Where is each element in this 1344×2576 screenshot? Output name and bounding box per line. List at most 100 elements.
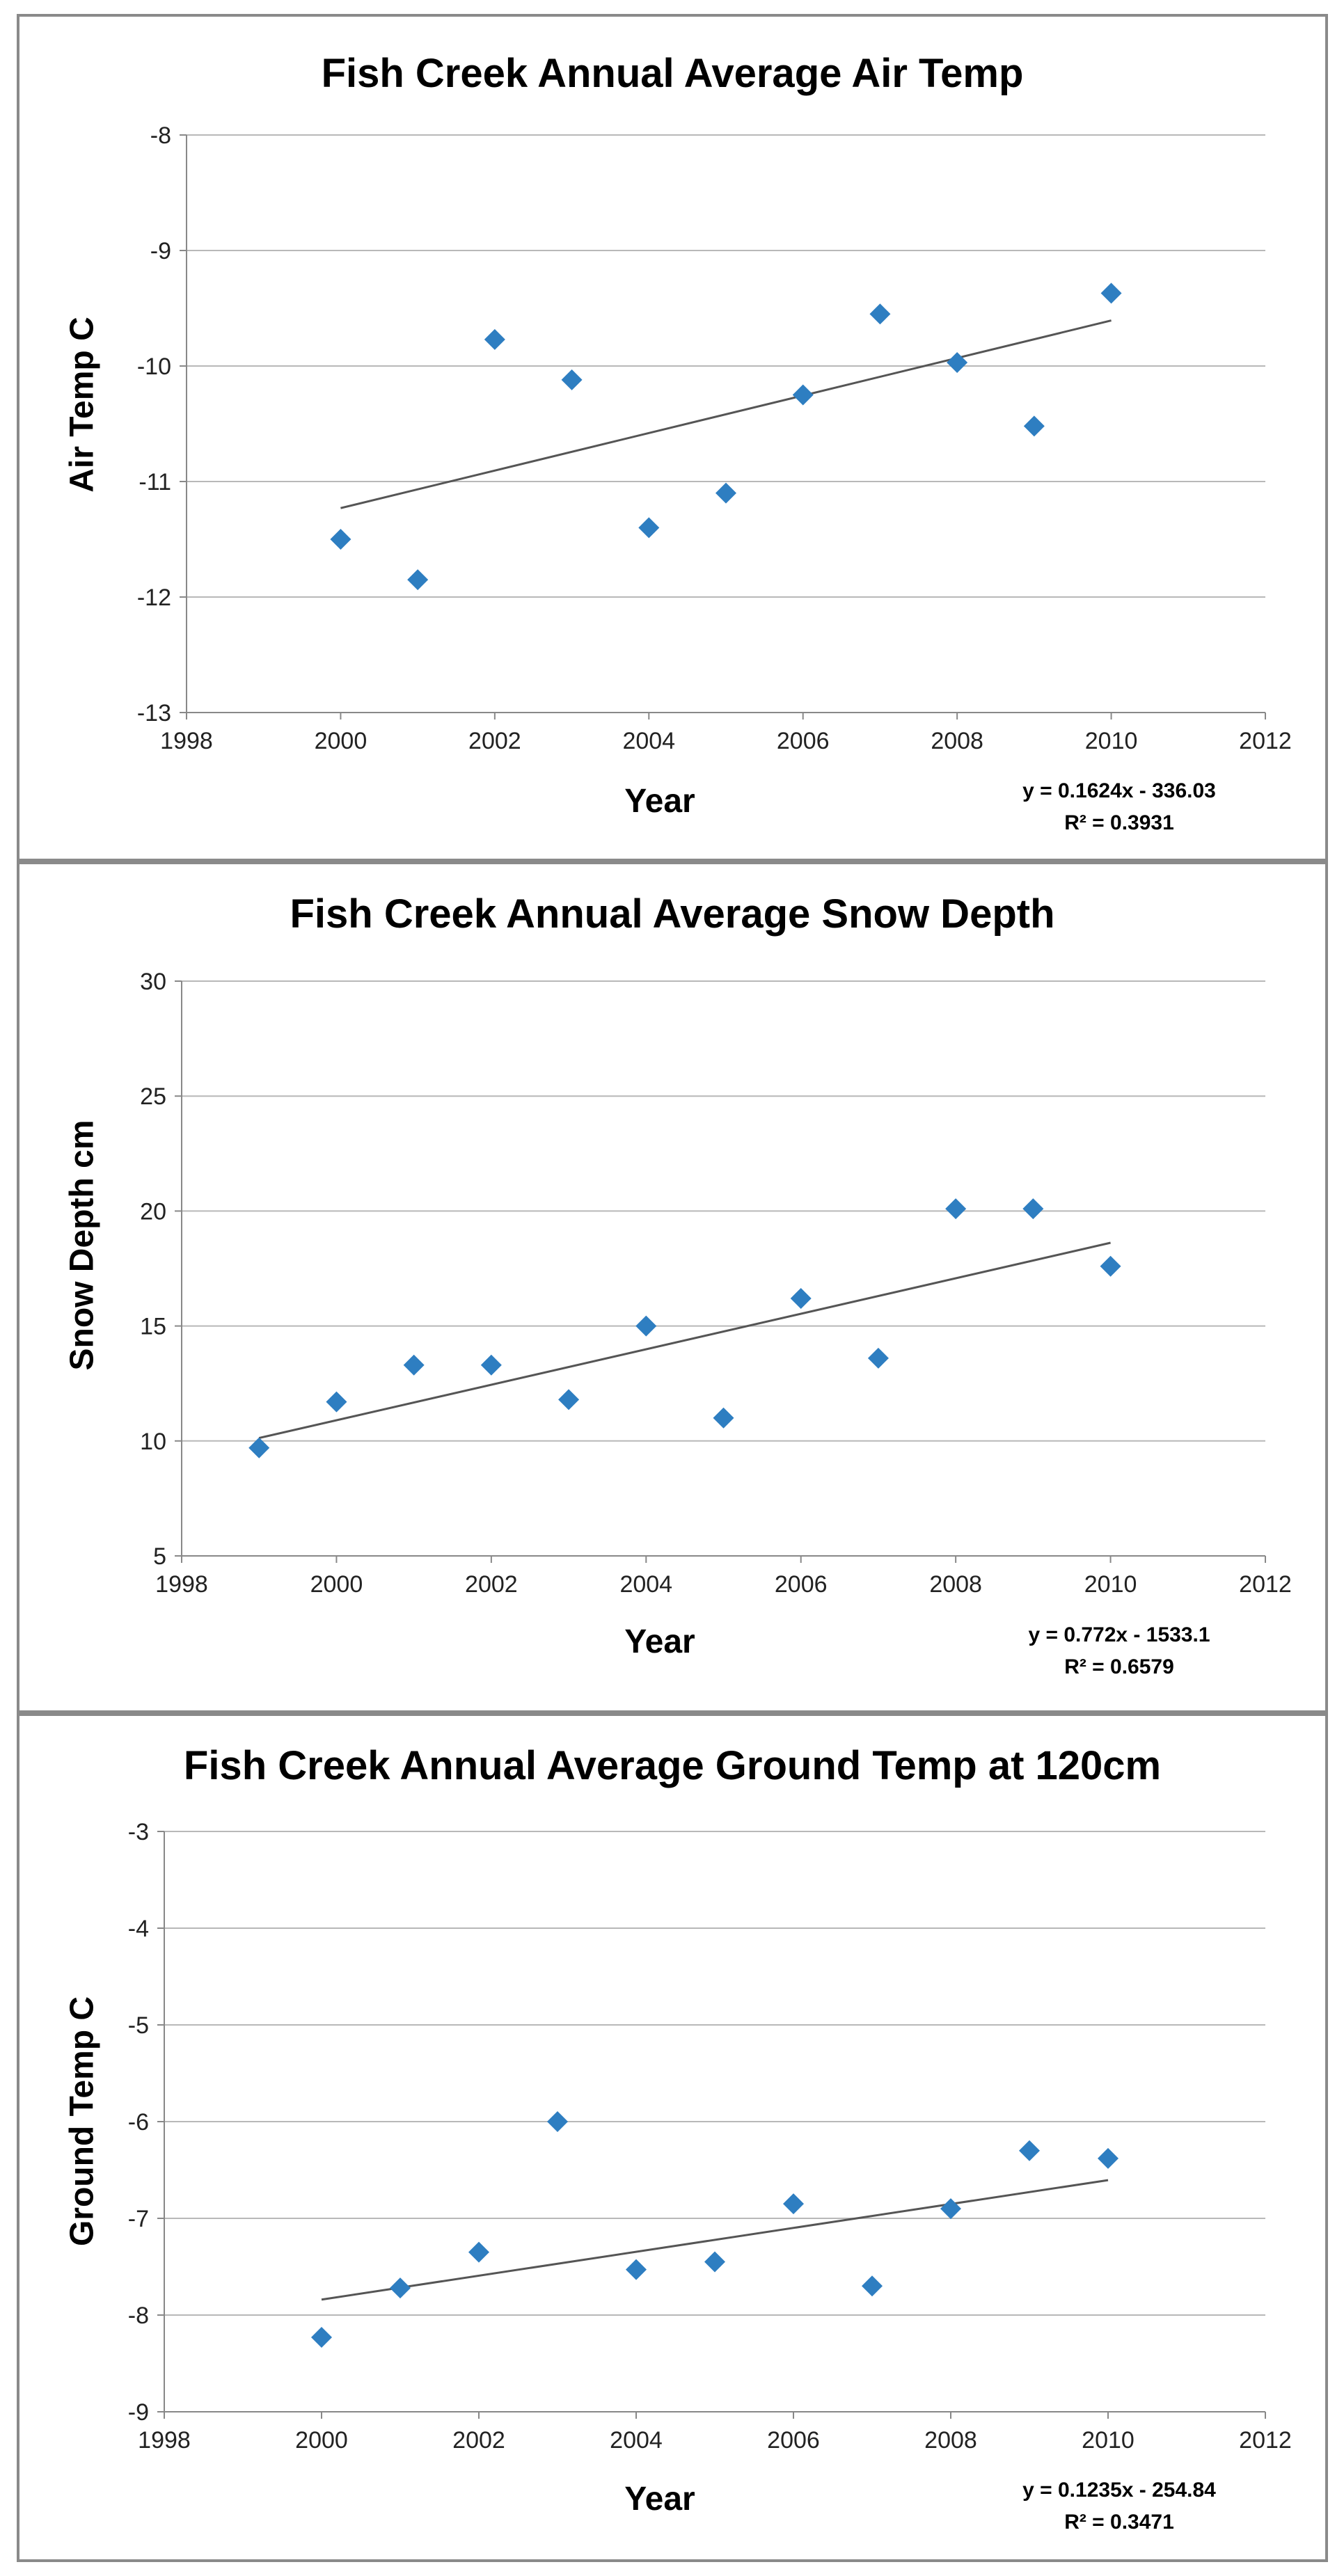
data-point [390, 2277, 411, 2299]
trendline [340, 319, 1112, 509]
y-tick-label: -13 [137, 700, 171, 726]
x-tick-label: 2006 [767, 2427, 820, 2454]
data-point [407, 569, 429, 591]
y-tick-label: 25 [140, 1083, 166, 1110]
data-point [716, 482, 736, 504]
y-tick-label: 20 [140, 1198, 166, 1225]
data-point [403, 1354, 425, 1376]
y-axis-label: Ground Temp C [63, 1996, 101, 2247]
x-tick-label: 2004 [610, 2427, 663, 2454]
trendline-equation-box: y = 0.772x - 1533.1 R² = 0.6579 [980, 1619, 1258, 1683]
air-temp-plot: -13 -12 -11 -10 -9 -8 1998 2000 2002 2004 2006 2008… [137, 122, 1292, 754]
data-point [330, 529, 351, 550]
x-tick-label: 2006 [777, 728, 830, 754]
snow-depth-plot: 5 10 15 20 25 30 1998 2000 2002 2004 2006 2008 2010 2… [140, 969, 1292, 1598]
x-tick-label: 2008 [924, 2427, 977, 2454]
y-tick-label: 5 [153, 1543, 166, 1570]
data-point [547, 2111, 568, 2132]
y-tick-label: -8 [128, 2303, 149, 2329]
data-point [862, 2275, 883, 2297]
y-tick-label: -12 [137, 585, 171, 611]
data-point [635, 1315, 657, 1337]
x-tick-label: 2000 [310, 1571, 363, 1598]
trendline-equation-box: y = 0.1624x - 336.03 R² = 0.3931 [980, 775, 1258, 839]
x-tick-label: 2012 [1239, 728, 1292, 754]
trendline-equation: y = 0.1624x - 336.03 [1022, 779, 1216, 802]
data-point [947, 352, 968, 374]
x-tick-label: 2000 [315, 728, 367, 754]
x-tick-label: 2002 [452, 2427, 505, 2454]
x-tick-label: 2002 [468, 728, 521, 754]
data-point [713, 1407, 734, 1429]
x-tick-label: 2010 [1082, 2427, 1135, 2454]
x-axis-label: Year [624, 2481, 695, 2518]
data-point [945, 1198, 967, 1220]
x-tick-label: 2000 [295, 2427, 348, 2454]
data-point [626, 2259, 647, 2280]
trendline-equation: y = 0.1235x - 254.84 [1022, 2479, 1216, 2502]
x-tick-label: 2012 [1239, 2427, 1292, 2454]
x-tick-label: 1998 [155, 1571, 208, 1598]
snow-depth-chart-panel: Fish Creek Annual Average Snow Depth 5 10… [17, 861, 1328, 1713]
x-tick-label: 1998 [160, 728, 213, 754]
y-axis-label: Air Temp C [63, 317, 101, 493]
data-point [1019, 2140, 1040, 2161]
data-point [1098, 2147, 1118, 2169]
r-squared: R² = 0.3931 [1064, 811, 1174, 834]
y-tick-label: 10 [140, 1429, 166, 1455]
y-tick-label: 30 [140, 969, 166, 995]
data-point [1100, 283, 1122, 304]
trendline-equation-box: y = 0.1235x - 254.84 R² = 0.3471 [980, 2474, 1258, 2538]
x-tick-label: 2010 [1085, 728, 1138, 754]
y-tick-label: -4 [128, 1916, 149, 1942]
y-tick-label: -9 [150, 238, 171, 264]
x-tick-label: 2006 [775, 1571, 828, 1598]
data-point [867, 1347, 889, 1369]
x-tick-label: 2004 [619, 1571, 672, 1598]
trendline [321, 2179, 1109, 2301]
data-point [484, 328, 505, 350]
r-squared: R² = 0.6579 [1064, 1655, 1174, 1678]
chart-title: Fish Creek Annual Average Ground Temp at… [183, 1743, 1162, 1788]
data-point [704, 2251, 725, 2273]
trendline-equation: y = 0.772x - 1533.1 [1028, 1623, 1210, 1646]
data-point [468, 2241, 489, 2263]
y-tick-label: -8 [150, 122, 171, 149]
ground-temp-plot: -9 -8 -7 -6 -5 -4 -3 1998 2000 2002 2004 2006 2008 20… [128, 1819, 1292, 2454]
data-point [326, 1391, 347, 1413]
data-point [558, 1389, 580, 1410]
y-tick-label: -10 [137, 353, 171, 380]
y-tick-label: -7 [128, 2206, 149, 2232]
data-point [1022, 1198, 1044, 1220]
x-tick-label: 2002 [465, 1571, 518, 1598]
y-tick-label: -9 [128, 2399, 149, 2426]
data-point [311, 2326, 332, 2348]
data-point [248, 1437, 270, 1458]
x-tick-label: 2004 [622, 728, 675, 754]
x-tick-label: 1998 [138, 2427, 191, 2454]
y-tick-label: -6 [128, 2109, 149, 2136]
x-tick-label: 2008 [931, 728, 983, 754]
y-tick-label: -3 [128, 1819, 149, 1845]
data-point [1023, 415, 1045, 437]
chart-title: Fish Creek Annual Average Snow Depth [290, 891, 1055, 937]
data-point [792, 384, 814, 406]
data-point [638, 517, 660, 539]
r-squared: R² = 0.3471 [1064, 2511, 1174, 2534]
chart-title: Fish Creek Annual Average Air Temp [321, 51, 1024, 96]
data-point [1100, 1255, 1121, 1277]
x-axis-label: Year [624, 1623, 695, 1660]
data-point [480, 1354, 502, 1376]
data-point [869, 303, 891, 325]
y-axis-label: Snow Depth cm [63, 1120, 101, 1371]
data-point [783, 2193, 804, 2215]
data-point [790, 1287, 812, 1309]
x-axis-label: Year [624, 783, 695, 820]
data-point [561, 369, 583, 390]
data-point [940, 2198, 961, 2220]
trendline [258, 1241, 1111, 1440]
x-tick-label: 2012 [1239, 1571, 1292, 1598]
x-tick-label: 2010 [1084, 1571, 1137, 1598]
y-tick-label: 15 [140, 1314, 166, 1340]
ground-temp-chart-panel: Fish Creek Annual Average Ground Temp at… [17, 1713, 1328, 2562]
